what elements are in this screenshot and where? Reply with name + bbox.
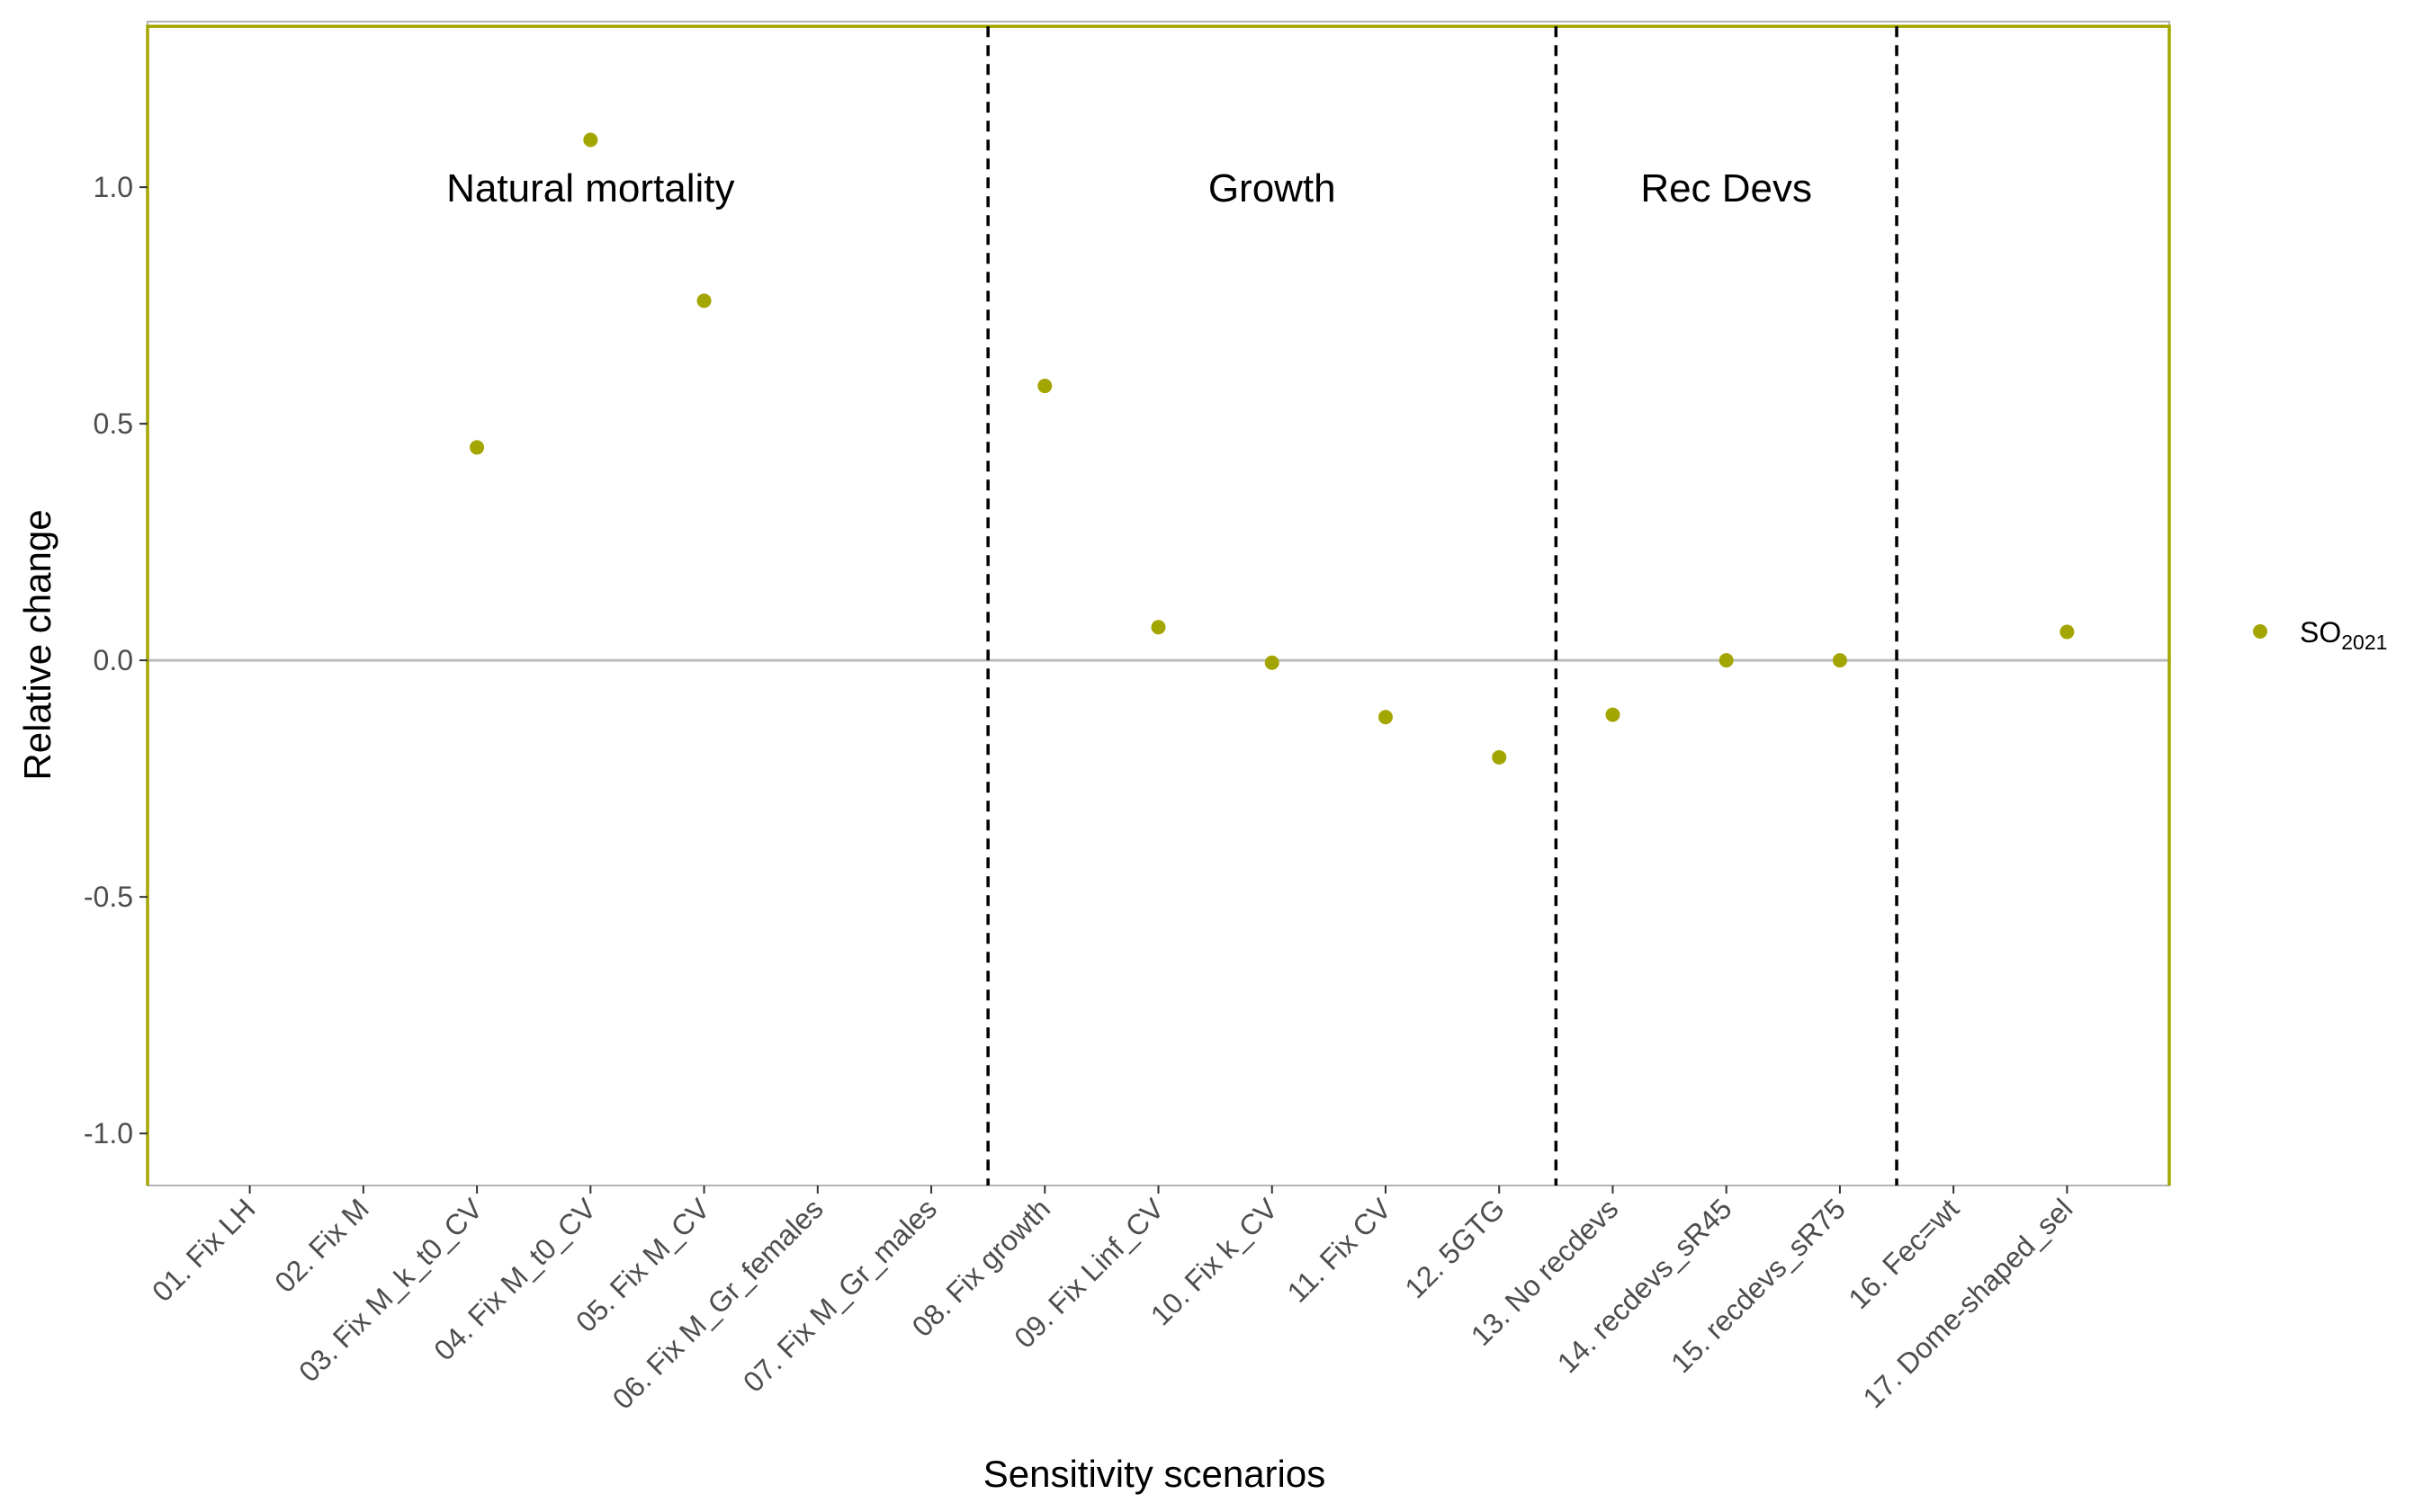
- data-point: [1378, 710, 1393, 725]
- data-point: [2060, 624, 2075, 640]
- data-point: [1832, 653, 1847, 668]
- x-tick-label: 07. Fix M_Gr_males: [737, 1192, 943, 1398]
- legend-label-main: SO: [2300, 616, 2341, 649]
- x-tick-label: 06. Fix M_Gr_females: [606, 1192, 830, 1415]
- data-point: [1605, 707, 1620, 722]
- y-tick-label: -0.5: [84, 881, 133, 913]
- y-tick-label: 0.5: [94, 407, 133, 440]
- group-outline-box: [146, 24, 2171, 1185]
- group-label: Growth: [1208, 166, 1336, 210]
- legend-key-so2021: [2253, 624, 2267, 639]
- data-point: [1151, 620, 1166, 635]
- x-tick-label: 17. Dome-shaped_sel: [1857, 1192, 2079, 1414]
- group-label: Natural mortality: [446, 166, 734, 210]
- y-tick-label: 0.0: [94, 644, 133, 676]
- legend: SO2021: [2253, 616, 2387, 654]
- data-point: [1264, 655, 1279, 670]
- legend-label-sub: 2021: [2341, 631, 2387, 654]
- x-tick-label: 16. Fec=wt: [1842, 1192, 1965, 1315]
- data-point: [696, 293, 712, 309]
- plot-panel: [147, 21, 2170, 1186]
- data-point: [1719, 653, 1734, 668]
- data-point: [470, 440, 485, 455]
- legend-label: SO2021: [2300, 616, 2387, 654]
- y-tick-label: 1.0: [94, 171, 133, 203]
- group-label: Rec Devs: [1640, 166, 1812, 210]
- x-tick-label: 01. Fix LH: [146, 1192, 262, 1308]
- y-axis-title: Relative change: [16, 509, 58, 780]
- data-point: [1037, 379, 1053, 394]
- y-tick-label: -1.0: [84, 1117, 133, 1150]
- x-axis-title: Sensitivity scenarios: [983, 1453, 1325, 1495]
- data-point: [583, 132, 598, 148]
- data-point: [1492, 749, 1507, 765]
- x-tick-label: 02. Fix M: [268, 1192, 374, 1298]
- x-tick-label: 12. 5GTG: [1398, 1192, 1511, 1304]
- x-tick-label: 11. Fix CV: [1281, 1192, 1398, 1309]
